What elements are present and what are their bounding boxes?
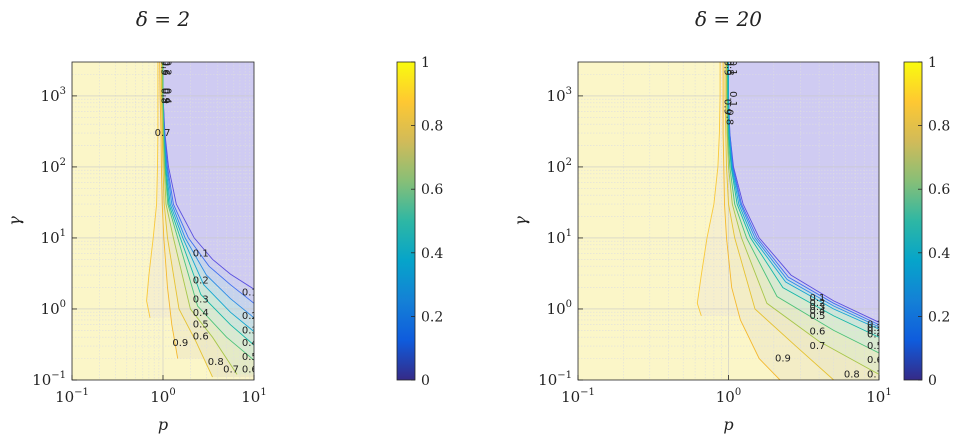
contour-label: 0.8 <box>208 357 224 368</box>
contour-label: 0.9 <box>721 60 732 76</box>
contour-label: 0.4 <box>162 88 173 104</box>
colorbar-tick-label: 0.6 <box>421 182 443 198</box>
contour-label: 0.8 <box>844 369 860 380</box>
colorbar-tick-label: 0.4 <box>928 246 950 262</box>
contour-line-6 <box>161 62 238 375</box>
colorbar-tick-label: 0.2 <box>421 309 443 325</box>
contour-line-6 <box>726 62 879 375</box>
x-tick-label: 10−1 <box>561 387 595 406</box>
contour-label: 0.8 <box>724 109 735 125</box>
contour-label: 0.1 <box>810 293 826 304</box>
y-axis-label: γ <box>5 216 24 226</box>
contour-panel-1: 0.10.20.30.40.50.60.10.20.30.40.50.60.70… <box>5 7 443 434</box>
contour-line-4 <box>727 62 879 338</box>
contour-label: 0.6 <box>810 327 826 338</box>
contour-label: 0.7 <box>810 341 826 352</box>
colorbar: 0 0.2 0.4 0.6 0.8 1 <box>396 55 443 389</box>
contour-label: 0.3 <box>867 326 883 337</box>
contour-label: 0.9 <box>775 354 791 365</box>
x-tick-label: 10−1 <box>55 387 89 406</box>
contour-label: 0.6 <box>242 365 258 376</box>
contour-label: 0.5 <box>867 341 883 352</box>
contour-label: 0.6 <box>867 355 883 366</box>
contour-line-3 <box>728 62 879 330</box>
contour-label: 0.7 <box>155 128 171 139</box>
colorbar-tick-label: 0.2 <box>928 309 950 325</box>
colorbar-tick-label: 0.8 <box>421 119 443 135</box>
contour-label: 0.5 <box>810 311 826 322</box>
y-tick-label: 103 <box>41 86 66 105</box>
contour-label: 0.4 <box>810 306 826 317</box>
y-tick-label: 102 <box>547 157 572 176</box>
x-axis-label: p <box>158 415 168 434</box>
colorbar-tick-label: 1 <box>928 55 937 71</box>
contour-line-9 <box>146 62 159 318</box>
contour-band <box>728 62 879 323</box>
x-axis-label: p <box>723 415 733 434</box>
contour-label: 0.1 <box>193 249 209 260</box>
colorbar-tick-label: 1 <box>421 55 430 71</box>
contour-label: 0.4 <box>867 329 883 340</box>
contour-label: 0.1 <box>242 288 258 299</box>
contour-line-9 <box>696 62 721 317</box>
contour-panel-2: 0.10.20.30.40.50.60.70.10.20.30.40.50.60… <box>511 7 950 434</box>
contour-label: 0.2 <box>162 60 173 76</box>
x-tick-label: 101 <box>241 387 266 406</box>
contour-label: 0.5 <box>242 352 258 363</box>
contour-label: 0.1 <box>867 320 883 331</box>
y-axis-label: γ <box>511 216 530 226</box>
y-tick-label: 101 <box>547 228 572 247</box>
colorbar-tick-label: 0 <box>928 373 937 389</box>
contour-label: 0.8 <box>724 60 735 76</box>
colorbar-tick-label: 0.6 <box>928 182 950 198</box>
contour-label: 0.2 <box>867 323 883 334</box>
contour-line-8 <box>159 62 179 359</box>
contour-line-5 <box>162 62 254 361</box>
contour-label: 0.9 <box>172 338 188 349</box>
contour-label: 0.2 <box>242 311 258 322</box>
contour-label: 0.3 <box>193 295 209 306</box>
contour-label: 0.9 <box>721 99 732 115</box>
contour-label: 0.3 <box>242 325 258 336</box>
colorbar-tick-label: 0.8 <box>928 119 950 135</box>
contour-line-7 <box>724 62 835 380</box>
y-tick-label: 100 <box>547 299 572 318</box>
colorbar-tick-label: 0.4 <box>421 246 443 262</box>
chart-title: δ = 2 <box>136 7 190 31</box>
y-tick-label: 103 <box>547 86 572 105</box>
contour-label: 0.2 <box>193 276 209 287</box>
contour-label: 0.6 <box>193 331 209 342</box>
contour-label: 0.9 <box>160 88 171 104</box>
x-tick-label: 100 <box>716 387 741 406</box>
contour-line-5 <box>726 62 879 354</box>
x-tick-label: 101 <box>866 387 891 406</box>
contour-line-7 <box>160 62 213 378</box>
chart-title: δ = 20 <box>695 7 762 31</box>
y-tick-label: 100 <box>41 299 66 318</box>
colorbar-tick-label: 0 <box>421 373 430 389</box>
contour-band <box>163 62 254 290</box>
contour-label: 0.7 <box>867 369 883 380</box>
contour-label: 0.8 <box>158 88 169 104</box>
contour-line-8 <box>722 62 781 380</box>
y-tick-label: 101 <box>41 228 66 247</box>
contour-label: 0.4 <box>242 338 258 349</box>
x-tick-label: 100 <box>150 387 175 406</box>
contour-label: 0.3 <box>810 302 826 313</box>
y-tick-label: 10−1 <box>538 370 572 389</box>
colorbar: 0 0.2 0.4 0.6 0.8 1 <box>903 55 950 389</box>
contour-label: 0.6 <box>160 60 171 76</box>
contour-label: 0.4 <box>193 308 209 319</box>
y-tick-label: 102 <box>41 157 66 176</box>
contour-label: 0.7 <box>223 365 239 376</box>
contour-label: 0.5 <box>158 60 169 76</box>
contour-label: 0.1 <box>727 60 738 76</box>
contour-label: 0.5 <box>193 320 209 331</box>
contour-label: 0.1 <box>727 91 738 107</box>
contour-label: 0.2 <box>810 298 826 309</box>
y-tick-label: 10−1 <box>32 370 66 389</box>
